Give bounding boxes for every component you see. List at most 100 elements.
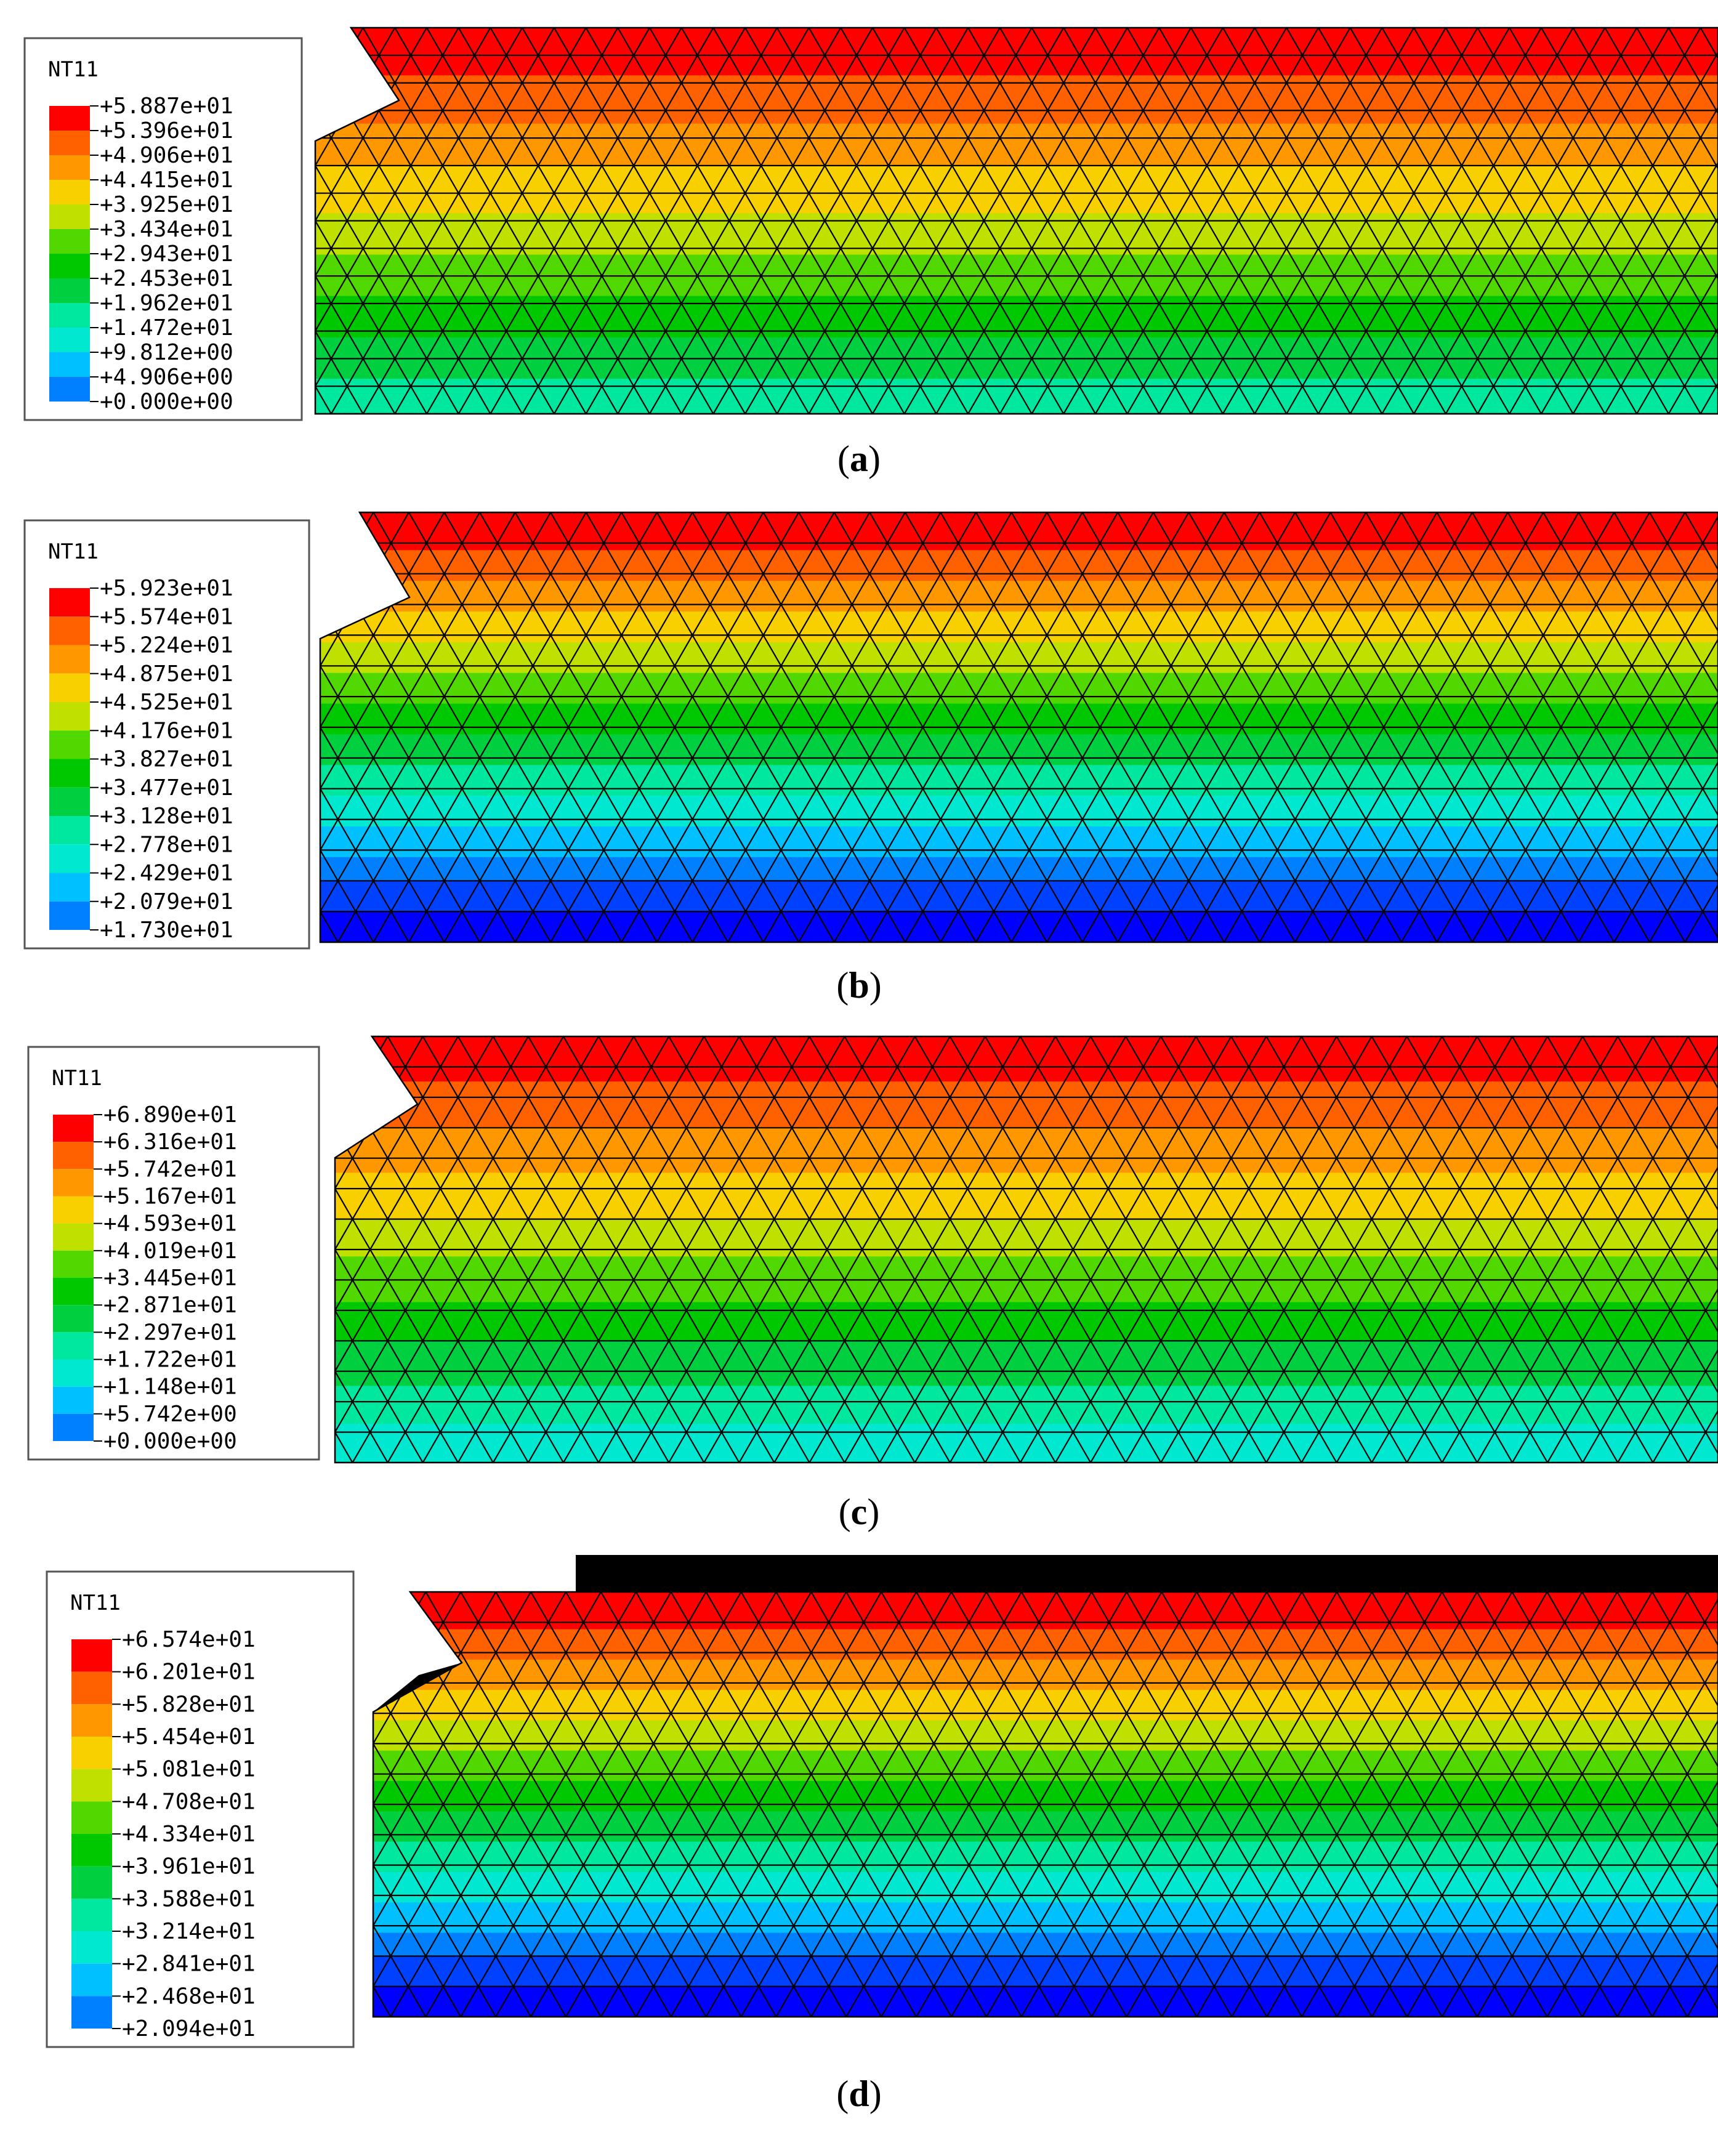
contour-band [320,634,1718,644]
legend-value: +1.472e+01 [100,315,233,341]
contour-band [373,1925,1718,1934]
panel-d: NT11+6.574e+01 +6.201e+01 +5.828e+01 +5.454… [46,1555,1718,2114]
contour-band [335,1431,1718,1440]
contour-band [320,757,1718,767]
legend-value: +2.841e+01 [122,1952,256,1977]
contour-band [315,365,1718,373]
body-outline [319,511,1718,943]
contour-band [315,302,1718,312]
contour-band [320,857,1718,866]
contour-band [315,227,1718,235]
contour-band [320,703,1718,713]
contour-band [315,144,1718,153]
contour-band [315,123,1718,132]
legend-value: +6.316e+01 [103,1129,237,1155]
contour-band [315,344,1718,353]
mesh-lines [315,28,1718,414]
contour-band [373,1857,1718,1866]
legend-value: +4.019e+01 [103,1238,237,1264]
mesh-a [315,28,1718,414]
contour-band [373,1743,1718,1752]
contour-band [373,1917,1718,1927]
contour-band [335,1112,1718,1121]
contour-band [315,351,1718,360]
contour-band [320,696,1718,705]
legend-swatch [53,1278,94,1306]
legend-b: NT11+5.923e+01 +5.574e+01 +5.224e+01 +4.875… [23,519,310,950]
contour-band [373,1864,1718,1873]
contour-band [335,1439,1718,1448]
contour-band [373,1902,1718,1912]
legend-swatch [71,1737,112,1769]
contour-band [320,895,1718,905]
legend-value: +1.730e+01 [100,918,233,943]
contour-band [315,179,1718,187]
contour-band [320,527,1718,536]
legend-swatch [49,229,90,254]
contour-band [373,1599,1718,1608]
contour-band [373,1674,1718,1684]
legend-swatch [49,328,90,352]
contour-band [320,772,1718,782]
legend-value: +4.875e+01 [100,661,233,687]
caption-a: (a) [837,438,881,479]
contour-band [320,619,1718,628]
legend-c: NT11+6.890e+01+6.316e+01+5.742e+01+5.167… [27,1046,320,1461]
contour-band [335,1309,1718,1319]
contour-band [373,1841,1718,1851]
contour-band [335,1302,1718,1311]
legend-value: +1.148e+01 [103,1375,237,1400]
legend-swatch [49,352,90,377]
contour-band [320,719,1718,728]
legend-swatch [71,1866,112,1899]
legend-value: +5.923e+01 [100,576,233,601]
contour-band [315,289,1718,297]
contour-band [320,680,1718,690]
legend-swatch [49,901,90,930]
contour-band [320,796,1718,805]
contour-band [320,519,1718,528]
legend-value: +6.201e+01 [122,1660,256,1685]
contour-band [335,1355,1718,1365]
contour-band [320,727,1718,736]
mesh-d [373,1592,1718,2017]
legend-swatch [53,1250,94,1278]
contour-band [315,310,1718,318]
contour-band [373,1697,1718,1706]
legend-value: +3.128e+01 [100,804,233,829]
legend-swatch [71,1671,112,1705]
legend-title: NT11 [48,539,99,564]
contour-band [315,34,1718,42]
legend-swatch [71,1931,112,1964]
contour-band [320,665,1718,674]
contour-band [315,248,1718,256]
caption-d: (d) [836,2073,881,2114]
legend-value: +2.094e+01 [122,2016,256,2041]
contour-band [320,849,1718,858]
contour-band [320,903,1718,913]
contour-band [320,841,1718,851]
contour-band [335,1195,1718,1205]
contour-band [373,1879,1718,1889]
legend-swatch [49,303,90,328]
legend-swatch [49,204,90,229]
contour-band [320,711,1718,721]
contour-band [335,1416,1718,1426]
legend-swatch [49,588,90,617]
legend-value: +5.742e+01 [103,1157,237,1182]
legend-title: NT11 [52,1066,102,1091]
contour-band [373,2001,1718,2010]
contour-band [315,282,1718,291]
contour-band [373,1963,1718,1972]
contour-band [320,887,1718,897]
contour-band [320,596,1718,605]
mesh-lines [320,512,1718,942]
legend-swatch [49,180,90,204]
contour-band [320,780,1718,789]
contour-band [335,1051,1718,1060]
panel-a: NT11+5.887e+01+5.396e+01+4.906e+01+4.415… [23,26,1718,479]
contour-band [335,1059,1718,1068]
legend-value: +0.000e+00 [103,1429,237,1454]
legend-swatch [49,844,90,873]
contour-band [315,206,1718,215]
